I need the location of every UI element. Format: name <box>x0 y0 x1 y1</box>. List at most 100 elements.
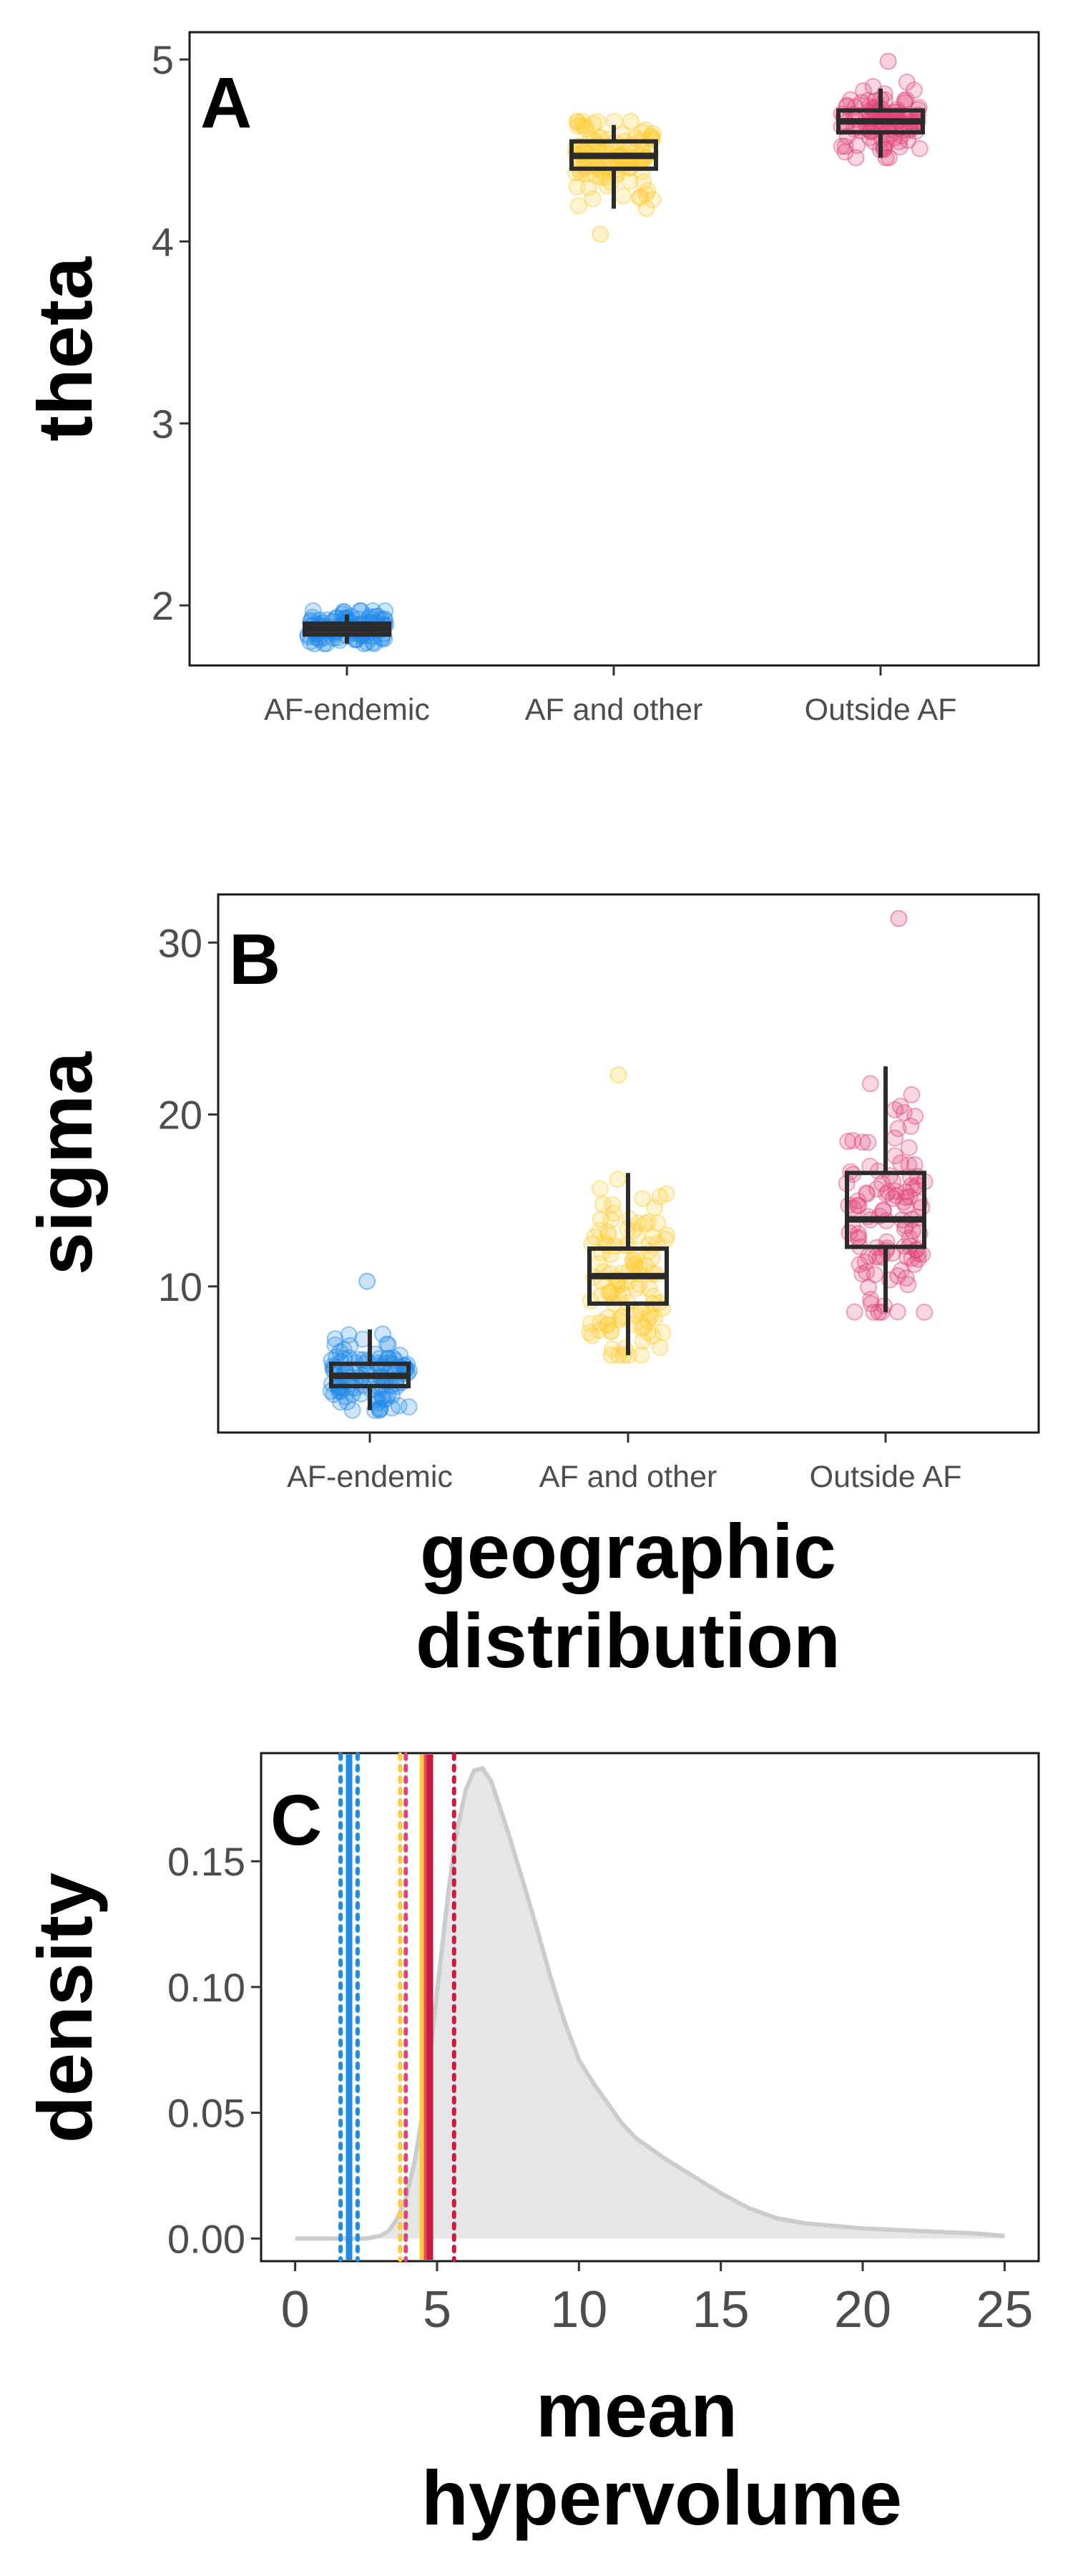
data-point <box>640 1279 658 1297</box>
data-point <box>583 1327 601 1345</box>
data-point <box>873 1247 891 1265</box>
data-point <box>599 1226 617 1244</box>
panel-c: 0.00 0.05 0.10 0.15 0 5 10 15 20 25 C density me… <box>21 1752 1040 2541</box>
x-axis-title-line: geographic <box>420 1508 836 1594</box>
data-point <box>888 1303 906 1321</box>
x-tick-label: AF and other <box>539 1460 717 1494</box>
x-tick-label: AF and other <box>525 693 703 727</box>
data-point <box>584 190 602 208</box>
data-point <box>594 1196 612 1214</box>
y-tick-label: 10 <box>158 1264 202 1309</box>
data-point <box>848 1196 866 1214</box>
data-point <box>844 1132 862 1150</box>
data-point <box>338 1393 356 1411</box>
data-point <box>898 1248 916 1266</box>
data-point <box>902 1177 920 1195</box>
data-point <box>600 1283 618 1301</box>
data-point <box>351 602 368 620</box>
data-point <box>654 1324 672 1342</box>
data-point <box>895 1103 913 1121</box>
y-tick-label: 2 <box>152 583 174 628</box>
y-tick-label: 30 <box>158 920 202 965</box>
data-point <box>592 1211 609 1229</box>
data-point <box>639 1312 657 1330</box>
data-point <box>637 200 655 218</box>
x-axis-title-line: distribution <box>416 1597 841 1684</box>
data-point <box>390 1397 408 1415</box>
data-point <box>891 1097 909 1115</box>
x-tick-label: Outside AF <box>805 693 957 727</box>
density-area <box>295 1768 1005 2239</box>
data-point <box>573 117 591 135</box>
y-tick-label: 0.10 <box>167 1965 245 2010</box>
y-tick-label: 0.15 <box>167 1839 245 1884</box>
data-point <box>889 1267 907 1284</box>
y-tick-label: 4 <box>152 219 174 264</box>
y-tick-label: 5 <box>152 37 174 82</box>
data-point <box>897 1269 915 1287</box>
y-tick-label: 3 <box>152 401 174 447</box>
data-point <box>569 197 587 215</box>
data-point <box>860 1279 878 1297</box>
data-point <box>569 117 587 135</box>
data-point <box>632 1346 650 1364</box>
panel-c-letter: C <box>270 1780 322 1860</box>
data-point <box>590 1221 608 1239</box>
data-point <box>379 1336 397 1354</box>
data-point <box>657 1185 675 1203</box>
data-point <box>849 1225 867 1243</box>
data-point <box>858 1185 876 1203</box>
data-point <box>634 1189 652 1207</box>
data-point <box>602 1323 620 1341</box>
data-point <box>332 1393 350 1411</box>
y-tick-label: 0.00 <box>167 2216 245 2261</box>
data-point <box>873 1175 891 1193</box>
x-tick-label: AF-endemic <box>287 1460 453 1494</box>
data-point <box>586 1228 604 1246</box>
data-point <box>591 1322 609 1340</box>
panel-c-x-axis-title: mean hypervolume <box>421 2366 902 2541</box>
data-point <box>340 1326 358 1344</box>
data-point <box>906 1256 923 1274</box>
data-point <box>858 1263 876 1281</box>
data-point <box>649 1214 667 1232</box>
data-point <box>658 1226 676 1244</box>
data-point <box>591 1180 609 1198</box>
data-point <box>603 1340 621 1358</box>
y-tick-label: 0.05 <box>167 2091 245 2136</box>
data-point <box>839 1133 857 1151</box>
data-point <box>891 138 909 156</box>
data-point <box>646 1199 664 1216</box>
data-point <box>859 1133 877 1151</box>
data-point <box>614 187 632 205</box>
density-line <box>295 1766 1005 2241</box>
data-point <box>903 1085 921 1103</box>
data-point <box>895 1193 913 1211</box>
panel-c-y-axis-title: density <box>21 1873 108 2143</box>
data-point <box>639 182 657 200</box>
data-point <box>581 1324 599 1342</box>
data-point <box>897 1189 915 1206</box>
data-point <box>577 117 594 135</box>
x-tick-label: 0 <box>281 2281 310 2338</box>
x-tick-label: 10 <box>550 2281 607 2338</box>
panel-c-vertical-lines <box>338 1752 456 2262</box>
data-point <box>887 1182 905 1200</box>
data-point <box>897 1183 915 1201</box>
data-point <box>343 1401 361 1419</box>
data-point <box>635 172 652 190</box>
panel-b-y-ticks: 10 20 30 <box>158 920 218 1309</box>
data-point <box>623 1252 641 1269</box>
data-point <box>866 1266 883 1284</box>
data-point <box>599 1316 617 1334</box>
data-point <box>604 1196 622 1214</box>
data-point <box>604 1204 622 1222</box>
x-axis-title-line: hypervolume <box>421 2454 902 2541</box>
data-point <box>901 1188 918 1206</box>
data-point <box>609 1171 627 1189</box>
data-point <box>899 1276 917 1294</box>
data-point <box>634 1332 652 1350</box>
data-point <box>609 1066 627 1084</box>
data-point <box>889 1120 907 1138</box>
panel-c-y-ticks: 0.00 0.05 0.10 0.15 <box>167 1839 261 2261</box>
